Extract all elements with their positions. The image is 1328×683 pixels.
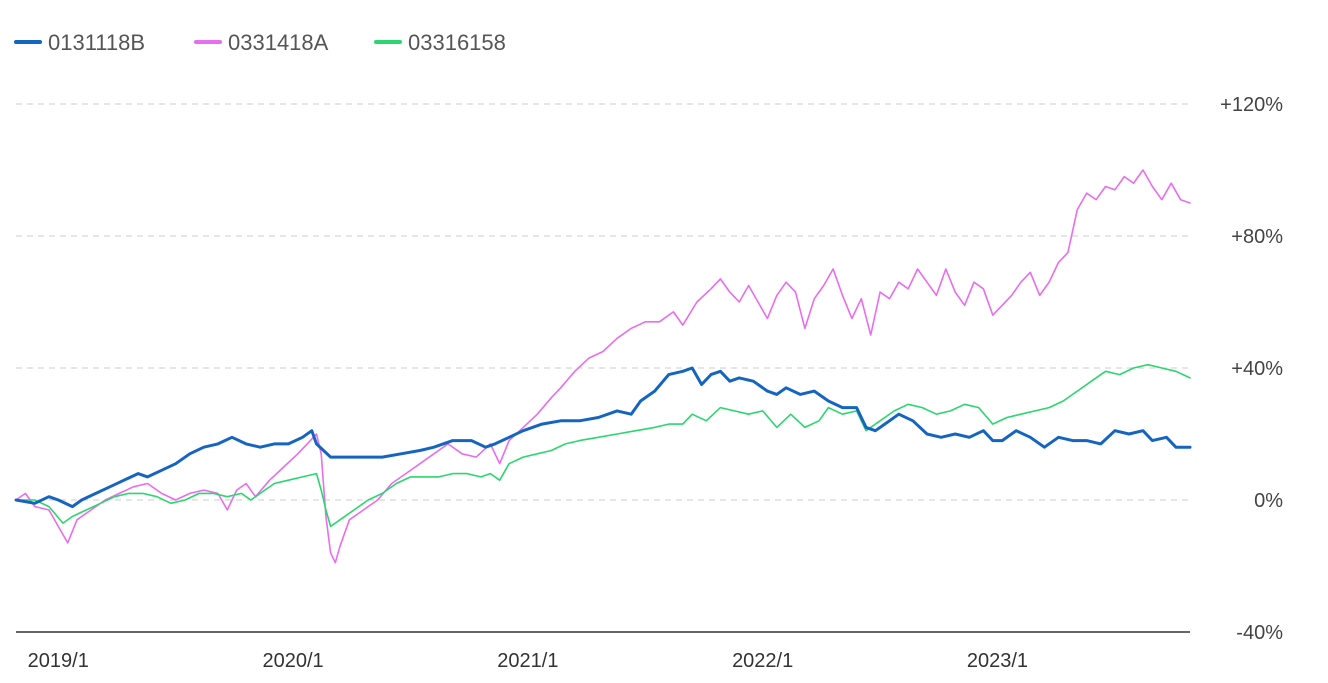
legend-item[interactable]: 0331418A [194, 30, 329, 55]
y-tick-label: +40% [1231, 358, 1283, 380]
series-layer [14, 169, 1192, 564]
x-tick-label: 2021/1 [497, 650, 558, 672]
x-tick-label: 2020/1 [262, 650, 323, 672]
x-tick-label: 2019/1 [28, 650, 89, 672]
legend-label: 0331418A [228, 30, 329, 55]
series-line-0331418A [15, 169, 1191, 564]
y-tick-label: +80% [1231, 226, 1283, 248]
x-tick-label: 2023/1 [967, 650, 1028, 672]
x-tick-label: 2022/1 [732, 650, 793, 672]
y-tick-label: -40% [1236, 622, 1283, 644]
legend-item[interactable]: 0131118B [14, 30, 145, 55]
legend-item[interactable]: 03316158 [374, 30, 506, 55]
axes: +120% +80% +40% 0% -40% 2019/1 2020/1 2021/1 202… [16, 94, 1283, 672]
legend-label: 0131118B [48, 30, 145, 55]
legend-label: 03316158 [408, 30, 506, 55]
y-tick-label: 0% [1254, 490, 1283, 512]
y-tick-label: +120% [1220, 94, 1283, 116]
grid-lines [16, 103, 1190, 501]
series-line-0131118B [14, 366, 1192, 509]
legend: 0131118B 0331418A 03316158 [14, 30, 506, 55]
series-line-03316158 [15, 363, 1191, 528]
